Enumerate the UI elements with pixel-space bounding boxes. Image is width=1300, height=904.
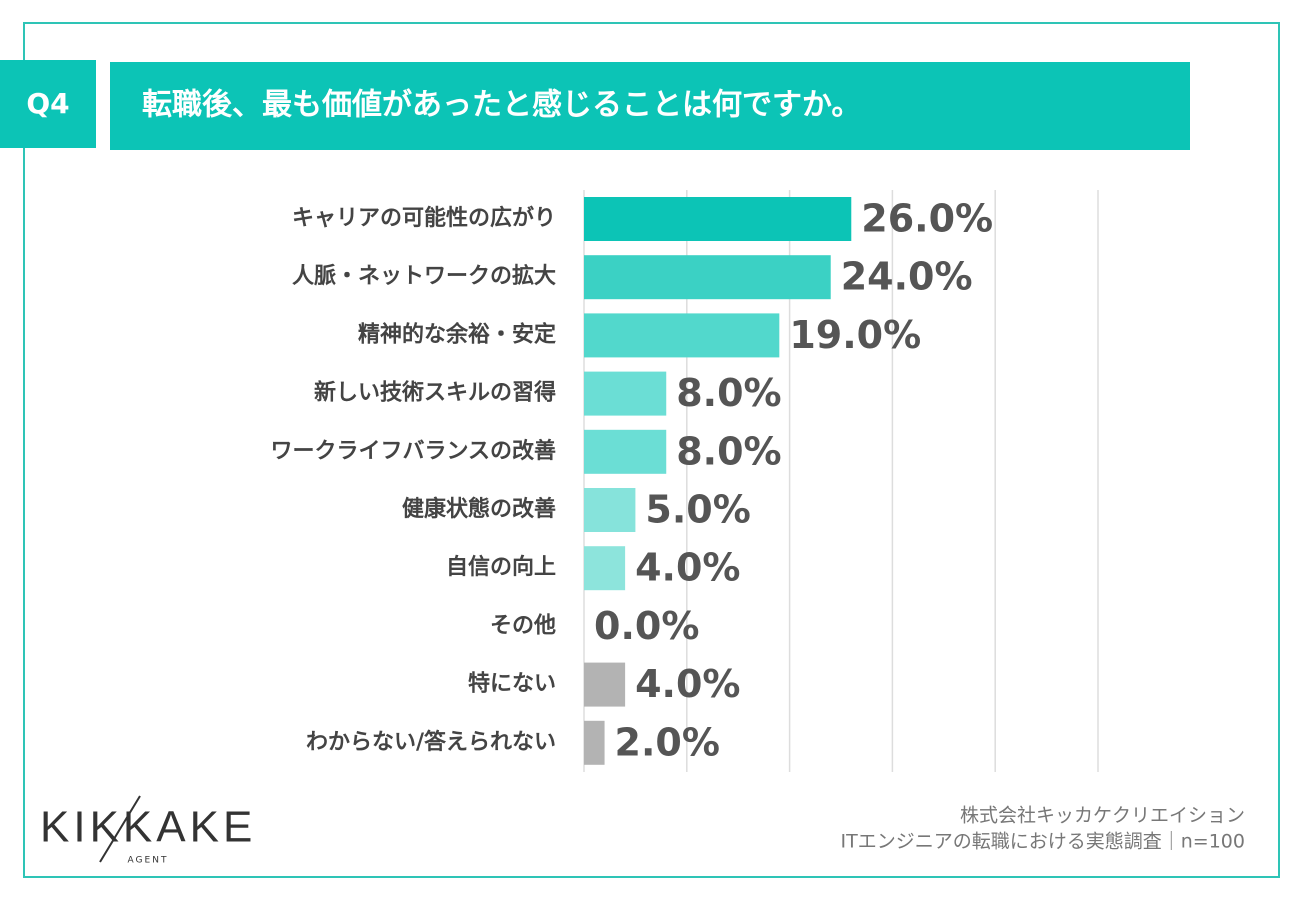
value-label: 24.0% (841, 255, 973, 299)
category-label: 精神的な余裕・安定 (358, 321, 556, 347)
frame (23, 22, 1280, 878)
value-label: 8.0% (676, 429, 781, 473)
value-label: 0.0% (594, 604, 699, 648)
category-label: キャリアの可能性の広がり (292, 205, 556, 231)
bar (584, 720, 605, 765)
bar (584, 197, 852, 241)
category-label: 健康状態の改善 (402, 496, 556, 522)
company: 株式会社キッカケクリエイション (960, 805, 1245, 827)
value-label: 19.0% (789, 313, 921, 357)
bar (584, 546, 626, 591)
logo-sub: AGENT (128, 856, 169, 866)
title-bar (110, 62, 1190, 150)
logo-slash (99, 795, 141, 863)
survey: ITエンジニアの転職における実態調査｜n=100 (841, 831, 1245, 853)
bar (584, 255, 831, 300)
title: 転職後、最も価値があったと感じることは何ですか。 (142, 88, 861, 123)
value-label: 2.0% (615, 720, 720, 764)
value-label: 4.0% (635, 546, 740, 590)
bar (584, 429, 667, 474)
category-label: 特にない (468, 671, 556, 697)
bar (584, 662, 626, 707)
bar (584, 313, 780, 358)
category-label: わからない/答えられない (306, 729, 556, 755)
plot: キャリアの可能性の広がり 26.0% 人脈・ネットワークの拡大 24.0% 精神的な余裕… (270, 190, 1099, 772)
logo: KIKKAKE (40, 803, 256, 852)
category-label: ワークライフバランスの改善 (270, 438, 556, 464)
bar (584, 371, 667, 416)
category-label: 自信の向上 (446, 554, 556, 580)
category-label: その他 (490, 613, 556, 638)
value-label: 4.0% (635, 662, 740, 706)
value-label: 5.0% (645, 488, 750, 532)
bar (584, 488, 636, 532)
badge: Q4 (26, 87, 69, 120)
category-label: 人脈・ネットワークの拡大 (292, 264, 556, 289)
badge-box (0, 60, 96, 148)
value-label: 26.0% (861, 197, 993, 241)
value-label: 8.0% (676, 371, 781, 415)
category-label: 新しい技術スキルの習得 (314, 380, 556, 406)
